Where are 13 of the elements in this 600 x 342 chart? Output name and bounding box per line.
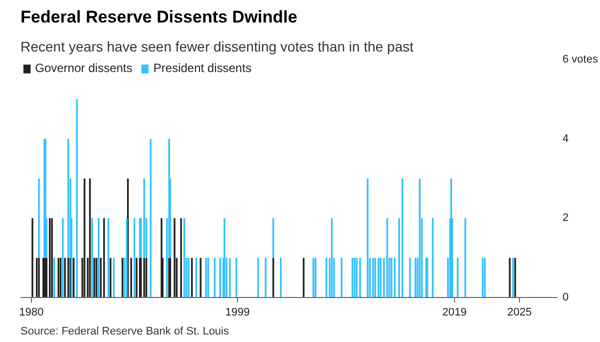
x-tick-label: 1999 [225, 306, 250, 318]
x-tick-label: 1980 [19, 306, 44, 318]
legend-label: Governor dissents [35, 61, 132, 75]
chart-subtitle: Recent years have seen fewer dissenting votes than in the past [20, 38, 414, 54]
x-tick-label: 2025 [507, 306, 532, 318]
y-tick-label: 2 [562, 212, 569, 224]
chart-title: Federal Reserve Dissents Dwindle [20, 8, 298, 26]
source-note: Source: Federal Reserve Bank of St. Louis [20, 326, 230, 338]
legend-label: President dissents [153, 61, 252, 75]
x-tick-label: 2019 [442, 306, 467, 318]
y-tick-label: 4 [562, 132, 569, 145]
y-tick-label: 0 [562, 292, 569, 304]
y-tick-label: 6 votes [562, 54, 598, 66]
